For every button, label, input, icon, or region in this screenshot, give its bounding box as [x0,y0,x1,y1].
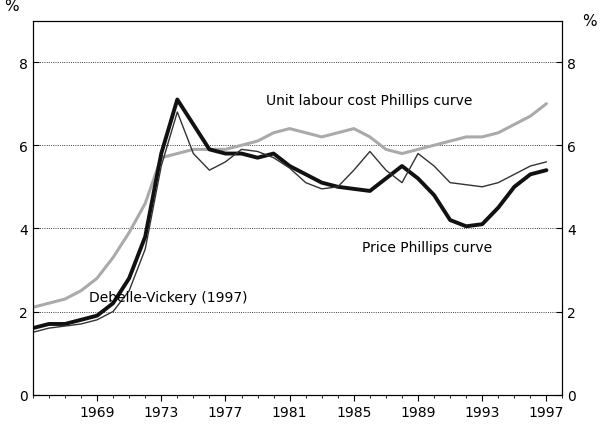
Y-axis label: %: % [4,0,19,14]
Text: Price Phillips curve: Price Phillips curve [362,241,492,254]
Text: Unit labour cost Phillips curve: Unit labour cost Phillips curve [266,93,472,107]
Text: Debelle-Vickery (1997): Debelle-Vickery (1997) [89,290,248,304]
Y-axis label: %: % [581,14,596,29]
